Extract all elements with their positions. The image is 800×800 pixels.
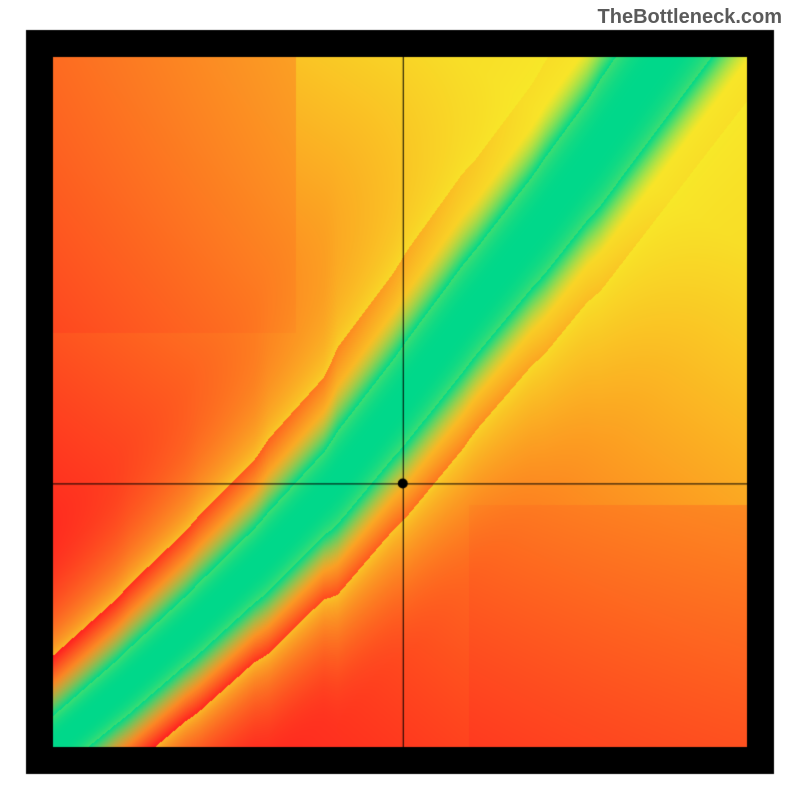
watermark-text: TheBottleneck.com [598,6,782,29]
bottleneck-heatmap [0,0,800,800]
